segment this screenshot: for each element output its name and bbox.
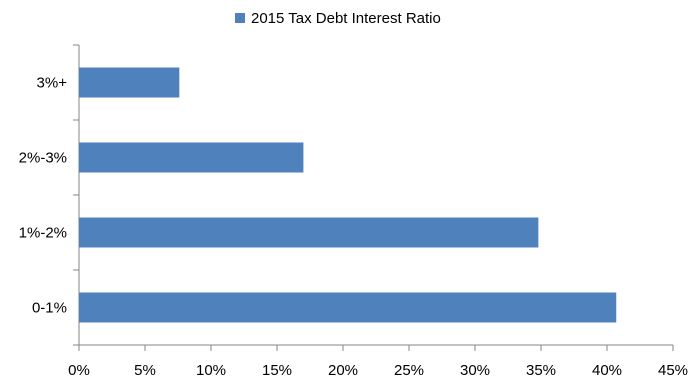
y-tick-label: 1%-2% bbox=[19, 225, 67, 242]
y-tick-label: 0-1% bbox=[32, 300, 67, 317]
x-tick-label: 15% bbox=[262, 362, 292, 378]
bar-0-1% bbox=[79, 292, 617, 323]
x-tick-label: 40% bbox=[592, 362, 622, 378]
bars bbox=[79, 67, 617, 323]
y-axis-labels: 0-1% 1%-2% 2%-3% 3%+ bbox=[19, 75, 68, 317]
bar-1%-2% bbox=[79, 217, 539, 248]
x-tick-label: 10% bbox=[196, 362, 226, 378]
legend: 2015 Tax Debt Interest Ratio bbox=[235, 10, 441, 27]
x-tick-label: 0% bbox=[68, 362, 90, 378]
x-tick-label: 25% bbox=[394, 362, 424, 378]
x-tick-label: 45% bbox=[658, 362, 688, 378]
x-tick-label: 20% bbox=[328, 362, 358, 378]
x-tick-label: 35% bbox=[526, 362, 556, 378]
legend-label: 2015 Tax Debt Interest Ratio bbox=[251, 10, 441, 27]
x-axis-labels: 0% 5% 10% 15% 20% 25% 30% 35% 40% 45% bbox=[68, 362, 688, 378]
legend-swatch bbox=[235, 13, 245, 23]
x-tick-label: 30% bbox=[460, 362, 490, 378]
y-tick-label: 3%+ bbox=[37, 75, 68, 92]
bar-3%+ bbox=[79, 67, 180, 98]
y-tick-label: 2%-3% bbox=[19, 150, 67, 167]
x-tick-label: 5% bbox=[134, 362, 156, 378]
bar-2%-3% bbox=[79, 142, 304, 173]
